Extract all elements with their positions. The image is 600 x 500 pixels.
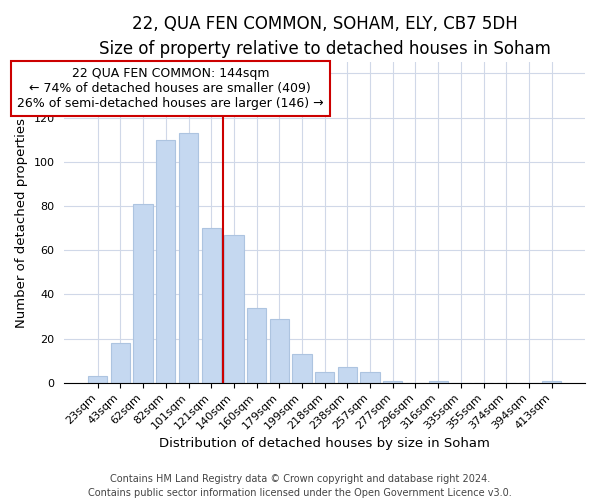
- Bar: [202, 228, 221, 382]
- Text: 22 QUA FEN COMMON: 144sqm
← 74% of detached houses are smaller (409)
26% of semi: 22 QUA FEN COMMON: 144sqm ← 74% of detac…: [17, 67, 323, 110]
- Bar: [88, 376, 107, 382]
- Bar: [269, 318, 289, 382]
- Bar: [247, 308, 266, 382]
- Bar: [292, 354, 311, 382]
- Bar: [428, 380, 448, 382]
- Y-axis label: Number of detached properties: Number of detached properties: [15, 118, 28, 328]
- Bar: [224, 234, 244, 382]
- Bar: [361, 372, 380, 382]
- Bar: [315, 372, 334, 382]
- Bar: [133, 204, 153, 382]
- Bar: [338, 368, 357, 382]
- Title: 22, QUA FEN COMMON, SOHAM, ELY, CB7 5DH
Size of property relative to detached ho: 22, QUA FEN COMMON, SOHAM, ELY, CB7 5DH …: [99, 15, 551, 58]
- Text: Contains HM Land Registry data © Crown copyright and database right 2024.
Contai: Contains HM Land Registry data © Crown c…: [88, 474, 512, 498]
- Bar: [383, 380, 403, 382]
- X-axis label: Distribution of detached houses by size in Soham: Distribution of detached houses by size …: [159, 437, 490, 450]
- Bar: [179, 133, 198, 382]
- Bar: [542, 380, 562, 382]
- Bar: [111, 343, 130, 382]
- Bar: [156, 140, 175, 382]
